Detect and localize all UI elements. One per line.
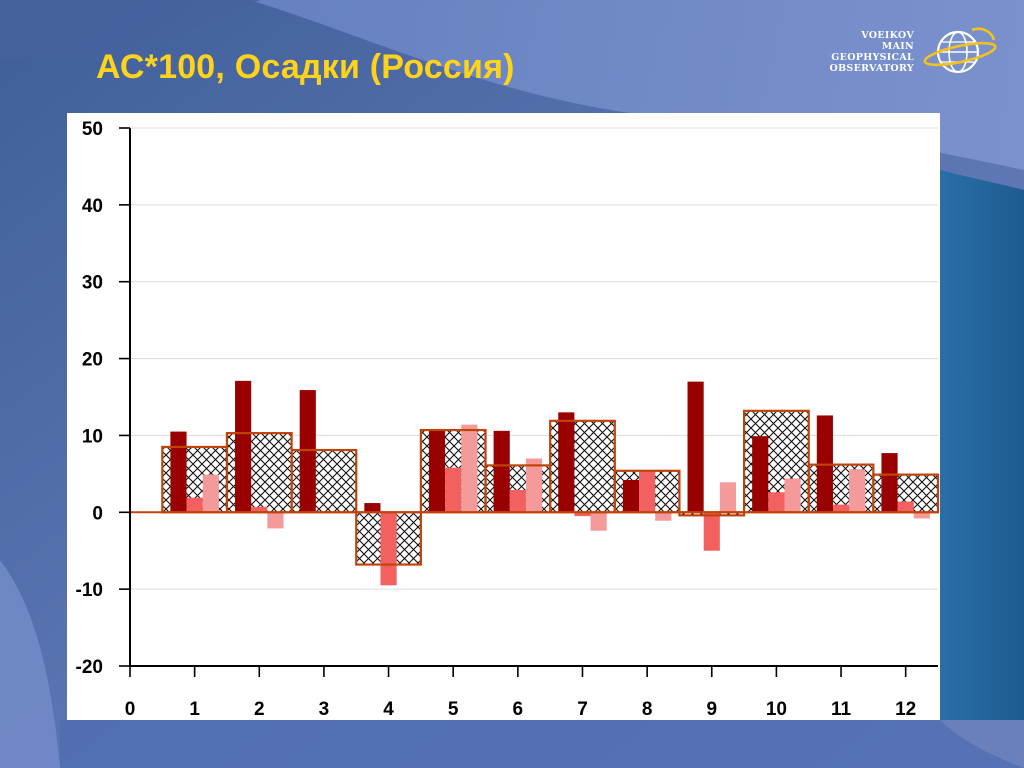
y-tick-label: 30 (82, 273, 103, 294)
bar (509, 489, 526, 513)
x-tick-label: 9 (706, 699, 717, 720)
bar (170, 431, 187, 513)
bar (186, 497, 203, 513)
x-tick-label: 7 (577, 699, 588, 720)
logo-line: VOEIKOV (861, 30, 914, 41)
bar (881, 453, 898, 513)
logo-line: OBSERVATORY (829, 63, 914, 74)
bar (832, 504, 850, 513)
globe-icon (923, 27, 997, 74)
y-tick-label: -20 (76, 657, 103, 678)
bar (687, 381, 704, 513)
bar (461, 424, 478, 513)
y-tick-label: 10 (82, 426, 103, 447)
bar (768, 492, 785, 513)
bar (784, 478, 801, 513)
slide-title: АС*100, Осадки (Россия) (96, 48, 515, 86)
y-tick-label: 40 (82, 196, 103, 217)
bar (525, 458, 543, 513)
bar (913, 512, 930, 519)
bar (299, 390, 316, 513)
bar (364, 503, 381, 513)
x-tick-label: 0 (125, 699, 136, 720)
chart-panel: -20 -10 0 10 20 30 40 50 0 1 2 3 4 5 6 7 8 9 10 11 12 (67, 113, 940, 720)
bar (202, 474, 219, 513)
y-tick-label: 50 (82, 119, 103, 140)
bar (445, 467, 462, 513)
bar (897, 501, 914, 513)
bar (574, 512, 591, 517)
bar (655, 512, 672, 521)
bar (251, 506, 268, 513)
x-tick-label: 8 (642, 699, 653, 720)
bar (267, 512, 284, 529)
x-tick-label: 12 (895, 699, 916, 720)
bar (235, 380, 252, 513)
x-tick-label: 6 (513, 699, 524, 720)
logo-line: GEOPHYSICAL (831, 52, 914, 63)
logo-line: MAIN (881, 41, 914, 52)
y-tick-label: -10 (76, 580, 103, 601)
x-tick-label: 1 (189, 699, 200, 720)
x-tick-label: 10 (766, 699, 787, 720)
bar (380, 512, 397, 586)
bar (558, 412, 575, 513)
bar (622, 480, 640, 513)
bar (703, 512, 720, 551)
x-tick-label: 3 (319, 699, 330, 720)
bar (428, 429, 446, 513)
x-tick-label: 5 (448, 699, 459, 720)
y-tick-label: 20 (82, 350, 103, 371)
bar (590, 512, 607, 531)
bar (493, 430, 510, 513)
x-tick-label: 11 (831, 699, 852, 720)
bar (849, 469, 866, 513)
x-tick-label: 2 (254, 699, 265, 720)
x-tick-label: 4 (383, 699, 394, 720)
bar (639, 470, 656, 513)
logo-text: VOEIKOV MAIN GEOPHYSICAL OBSERVATORY (764, 30, 914, 74)
y-tick-label: 0 (92, 503, 103, 524)
bar (719, 482, 736, 513)
bar (752, 436, 769, 513)
